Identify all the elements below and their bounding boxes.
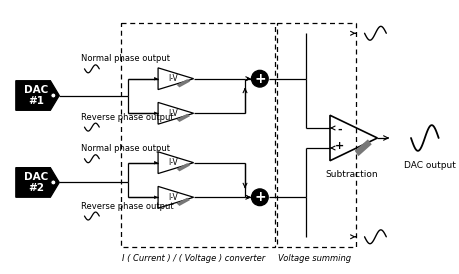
Polygon shape — [176, 79, 190, 87]
Bar — [120, 23, 274, 247]
Text: Normal phase output: Normal phase output — [81, 55, 170, 64]
Text: DAC
#2: DAC #2 — [24, 172, 49, 193]
Text: DAC output: DAC output — [403, 161, 455, 170]
Circle shape — [251, 70, 268, 87]
Text: +: + — [253, 190, 265, 204]
Text: Normal phase output: Normal phase output — [81, 144, 170, 153]
Text: I-V: I-V — [168, 74, 177, 83]
Circle shape — [251, 189, 268, 206]
Polygon shape — [176, 114, 190, 122]
Text: I ( Current ) / ( Voltage ) converter: I ( Current ) / ( Voltage ) converter — [122, 254, 265, 263]
Text: Reverse phase output: Reverse phase output — [81, 202, 173, 211]
Text: DAC
#1: DAC #1 — [24, 85, 49, 106]
Bar — [276, 23, 355, 247]
Text: Reverse phase output: Reverse phase output — [81, 113, 173, 122]
Circle shape — [51, 180, 56, 185]
Text: -: - — [336, 125, 341, 135]
Polygon shape — [354, 139, 371, 156]
Polygon shape — [176, 163, 190, 171]
Polygon shape — [154, 112, 158, 115]
Polygon shape — [154, 161, 158, 164]
Circle shape — [51, 93, 56, 98]
Text: I-V: I-V — [168, 193, 177, 202]
Text: Subtraction: Subtraction — [325, 170, 377, 179]
Polygon shape — [246, 195, 251, 199]
Polygon shape — [16, 168, 59, 197]
Text: +: + — [253, 72, 265, 86]
Polygon shape — [176, 198, 190, 206]
Polygon shape — [154, 195, 158, 199]
Text: Voltage summing: Voltage summing — [277, 254, 350, 263]
Polygon shape — [246, 77, 251, 81]
Text: I-V: I-V — [168, 109, 177, 118]
Polygon shape — [154, 77, 158, 81]
Text: I-V: I-V — [168, 158, 177, 167]
Polygon shape — [16, 81, 59, 110]
Text: +: + — [334, 141, 343, 151]
